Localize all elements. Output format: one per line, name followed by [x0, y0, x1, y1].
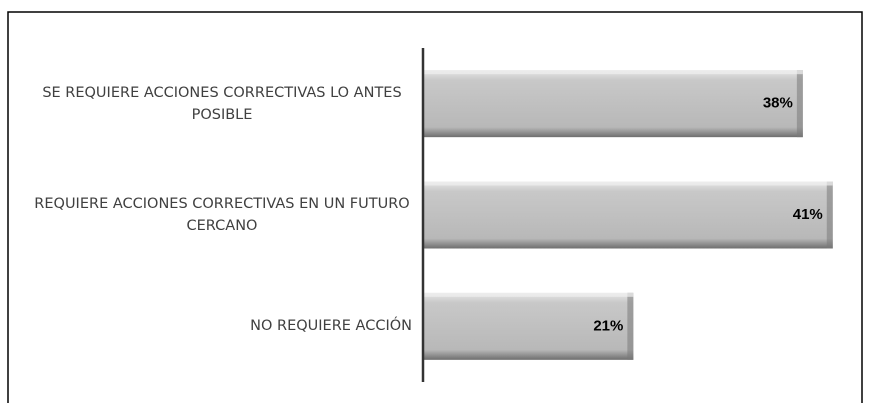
bar-bevel-right: [826, 181, 833, 249]
frame: [7, 11, 863, 403]
bar-bevel-right: [796, 70, 803, 138]
bar: [424, 292, 634, 360]
value-label: 38%: [763, 95, 793, 112]
bar: [424, 181, 833, 249]
bar-bevel-top: [424, 70, 803, 75]
category-label: NO REQUIERE ACCIÓN: [250, 318, 412, 335]
bar-group: [424, 292, 634, 360]
bar-bevel-right: [627, 292, 634, 360]
bar: [424, 70, 803, 138]
bar-bevel-top: [424, 181, 833, 186]
value-label: 21%: [593, 317, 623, 334]
bar-group: [424, 70, 803, 138]
value-label: 41%: [793, 206, 823, 223]
category-label: SE REQUIERE ACCIONES CORRECTIVAS LO ANTE…: [42, 84, 402, 123]
bar-bevel-top: [424, 292, 634, 297]
bar-group: [424, 181, 833, 249]
category-label: REQUIERE ACCIONES CORRECTIVAS EN UN FUTU…: [34, 196, 410, 234]
